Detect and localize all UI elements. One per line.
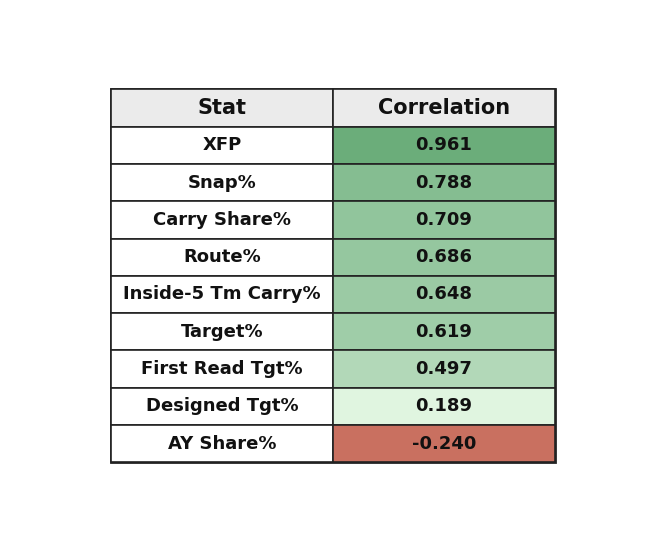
- Text: Designed Tgt%: Designed Tgt%: [146, 398, 298, 415]
- Text: AY Share%: AY Share%: [168, 435, 276, 452]
- Bar: [333, 388, 554, 425]
- Bar: [112, 276, 333, 313]
- Text: Inside-5 Tm Carry%: Inside-5 Tm Carry%: [124, 286, 321, 303]
- Text: Stat: Stat: [198, 98, 247, 118]
- Text: 0.788: 0.788: [415, 174, 473, 192]
- Text: XFP: XFP: [203, 136, 242, 154]
- Bar: [112, 89, 554, 462]
- Text: -0.240: -0.240: [411, 435, 476, 452]
- Text: Carry Share%: Carry Share%: [153, 211, 291, 229]
- Text: Target%: Target%: [181, 323, 264, 341]
- Bar: [112, 89, 333, 127]
- Bar: [112, 388, 333, 425]
- Bar: [333, 425, 554, 462]
- Text: First Read Tgt%: First Read Tgt%: [142, 360, 303, 378]
- Text: 0.497: 0.497: [415, 360, 473, 378]
- Text: 0.709: 0.709: [415, 211, 473, 229]
- Bar: [333, 350, 554, 388]
- Bar: [112, 127, 333, 164]
- Bar: [333, 276, 554, 313]
- Text: 0.619: 0.619: [415, 323, 473, 341]
- Text: Route%: Route%: [183, 248, 261, 266]
- Bar: [333, 164, 554, 201]
- Bar: [333, 89, 554, 127]
- Bar: [333, 238, 554, 276]
- Bar: [112, 350, 333, 388]
- Bar: [112, 201, 333, 238]
- Text: Snap%: Snap%: [188, 174, 257, 192]
- Text: 0.648: 0.648: [415, 286, 473, 303]
- Bar: [333, 313, 554, 350]
- Bar: [112, 313, 333, 350]
- Bar: [333, 201, 554, 238]
- Text: 0.189: 0.189: [415, 398, 473, 415]
- Text: 0.961: 0.961: [415, 136, 473, 154]
- Text: 0.686: 0.686: [415, 248, 473, 266]
- Bar: [112, 425, 333, 462]
- Bar: [112, 238, 333, 276]
- Bar: [112, 164, 333, 201]
- Bar: [333, 127, 554, 164]
- Text: Correlation: Correlation: [378, 98, 510, 118]
